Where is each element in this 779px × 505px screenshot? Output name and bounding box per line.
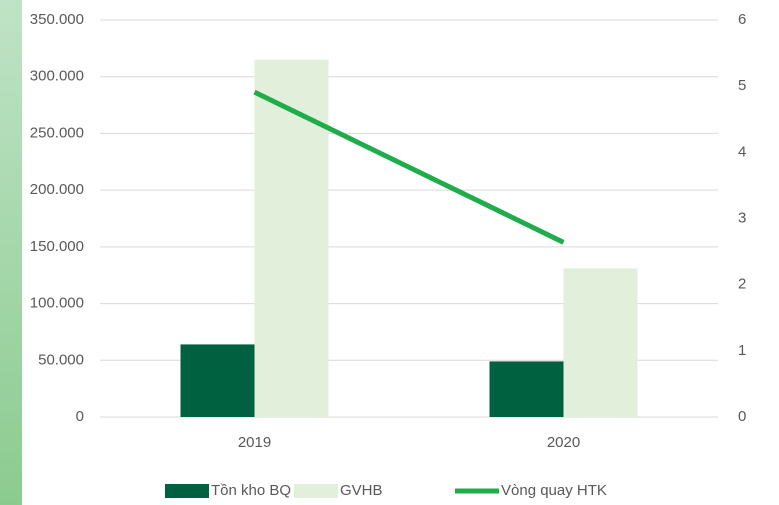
- legend-label: GVHB: [340, 482, 383, 499]
- y-tick-label: 100.000: [30, 295, 84, 312]
- bar: [563, 268, 638, 417]
- legend-label: Vòng quay HTK: [501, 482, 607, 499]
- y2-tick-label: 3: [738, 209, 746, 226]
- legend-swatch: [294, 484, 338, 498]
- y-tick-label: 50.000: [38, 351, 84, 368]
- bar: [489, 361, 564, 417]
- bar: [180, 344, 255, 417]
- y2-tick-label: 2: [738, 276, 746, 293]
- y-tick-label: 150.000: [30, 238, 84, 255]
- bar: [254, 59, 329, 417]
- side-stripe: [0, 0, 22, 505]
- x-tick-label: 2019: [238, 434, 271, 451]
- y-tick-label: 250.000: [30, 124, 84, 141]
- y2-tick-label: 0: [738, 408, 746, 425]
- x-tick-label: 2020: [547, 434, 580, 451]
- legend-label: Tồn kho BQ: [211, 482, 291, 499]
- legend-swatch: [165, 484, 209, 498]
- y-tick-label: 0: [76, 408, 84, 425]
- y2-tick-label: 4: [738, 143, 746, 160]
- y2-tick-label: 6: [738, 11, 746, 28]
- line: [253, 89, 565, 245]
- y2-tick-label: 5: [738, 77, 746, 94]
- y-tick-label: 300.000: [30, 68, 84, 85]
- y-tick-label: 200.000: [30, 181, 84, 198]
- y2-tick-label: 1: [738, 342, 746, 359]
- y-tick-label: 350.000: [30, 11, 84, 28]
